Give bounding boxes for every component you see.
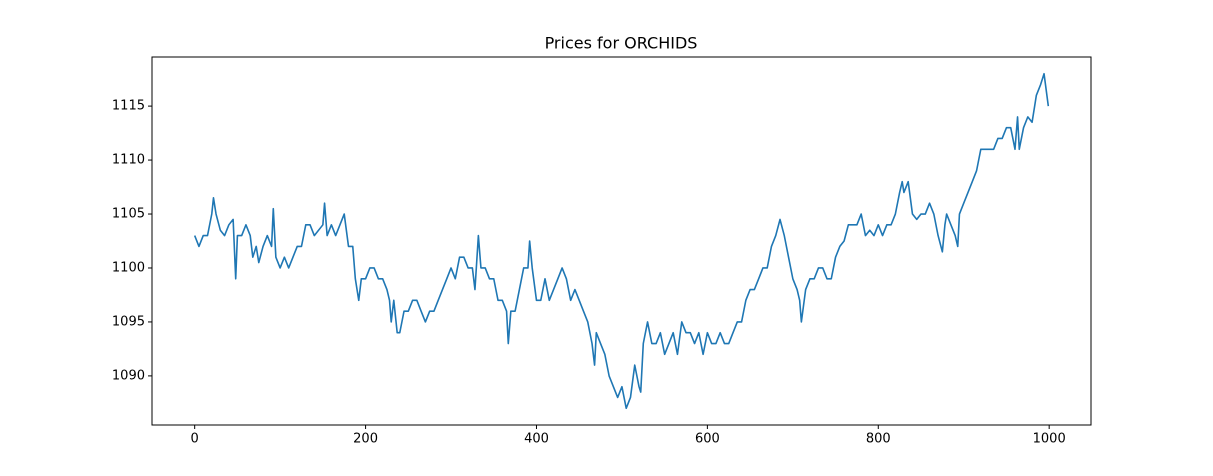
y-tick-label: 1090 <box>112 368 145 383</box>
price-line <box>193 72 1050 410</box>
chart-title: Prices for ORCHIDS <box>545 34 698 53</box>
x-tick-label: 1000 <box>1033 432 1066 447</box>
x-tick-label: 800 <box>866 432 891 447</box>
plot-frame <box>151 56 1092 426</box>
y-tick-label: 1110 <box>112 153 145 168</box>
x-tick-label: 0 <box>191 432 199 447</box>
y-tick-label: 1105 <box>112 207 145 222</box>
x-tick-label: 200 <box>353 432 378 447</box>
y-tick-label: 1115 <box>112 99 145 114</box>
x-tick-label: 600 <box>695 432 720 447</box>
y-tick-label: 1095 <box>112 314 145 329</box>
y-tick-label: 1100 <box>112 260 145 275</box>
x-tick-label: 400 <box>524 432 549 447</box>
